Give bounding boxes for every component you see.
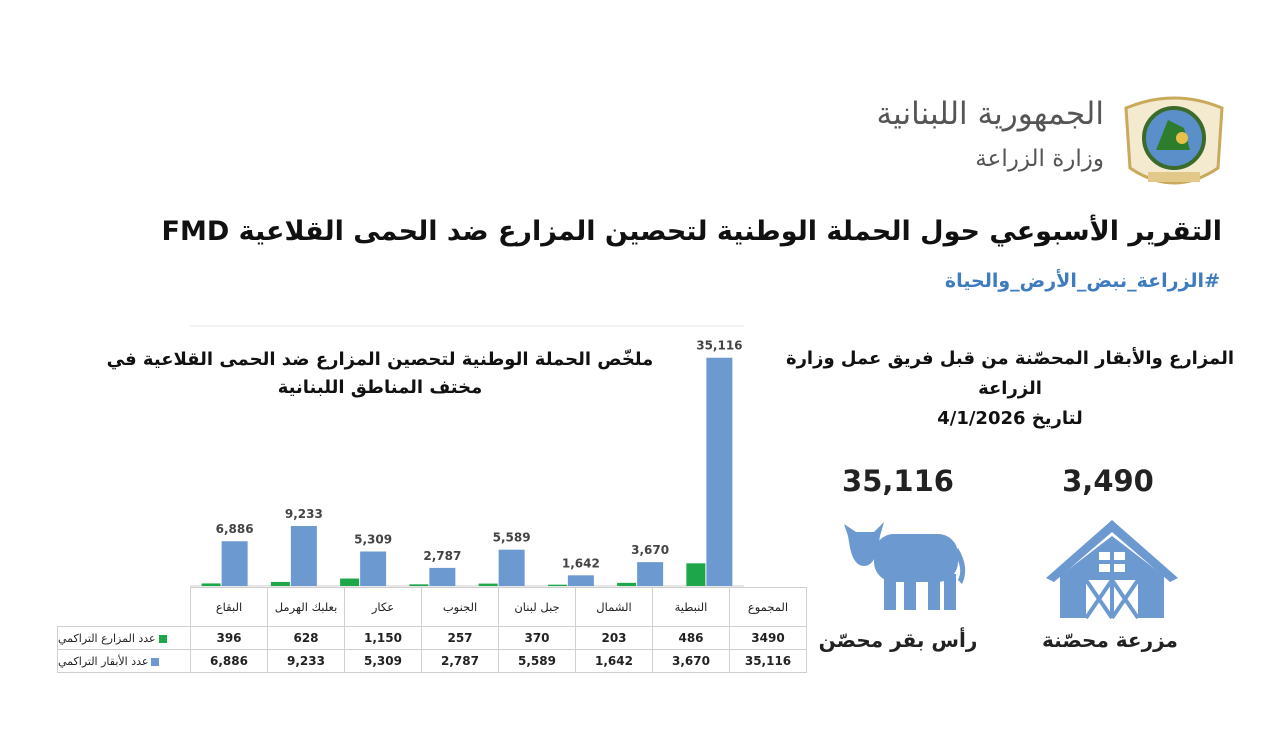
legend-swatch: [151, 657, 160, 666]
table-value: 5,589: [498, 649, 576, 673]
summary-heading-line: المزارع والأبقار المحصّنة من قبل فريق عم…: [785, 348, 1235, 399]
bar-chart: 6,886 9,233 5,309 2,787 5,589 1,642 3,670 35,11…: [190, 325, 744, 587]
table-value: 3490: [729, 626, 807, 650]
empty-cell: [58, 588, 191, 627]
summary-heading: المزارع والأبقار المحصّنة من قبل فريق عم…: [770, 344, 1250, 434]
bar: [290, 525, 317, 586]
table-value: 1,642: [575, 649, 653, 673]
table-value: 35,116: [729, 649, 807, 673]
data-label: 35,116: [696, 339, 742, 353]
kpi-label: مزرعة محصّنة: [1042, 628, 1178, 652]
bar: [360, 551, 387, 586]
barn-icon: [1046, 520, 1178, 620]
data-label: 5,309: [354, 532, 392, 546]
table-value: 203: [575, 626, 653, 650]
table-value: 486: [652, 626, 730, 650]
chart-title-line: مختف المناطق اللبنانية: [277, 377, 483, 398]
bar: [201, 583, 221, 586]
table-value: 396: [190, 626, 268, 650]
legend-entry: عدد الأبقار التراكمي: [57, 649, 191, 673]
table-value: 628: [267, 626, 345, 650]
table-value: 2,787: [421, 649, 499, 673]
kpi-value: 35,116: [842, 464, 954, 498]
category-label: عكار: [344, 587, 422, 627]
cow-icon: [844, 522, 966, 610]
logo: [1124, 96, 1224, 185]
country-name: الجمهورية اللبنانية: [876, 96, 1104, 132]
bar: [567, 575, 594, 586]
series-row: عدد المزارع التراكمي 396 628 1,150 257 370 203…: [57, 626, 807, 650]
table-value: 3,670: [652, 649, 730, 673]
bar: [637, 562, 664, 586]
data-label: 6,886: [216, 522, 254, 536]
hashtag: #الزراعة_نبض_الأرض_والحياة: [944, 270, 1220, 292]
category-label: الجنوب: [421, 587, 499, 627]
data-label: 3,670: [631, 543, 669, 557]
category-label: البقاع: [190, 587, 268, 627]
category-row: البقاع بعلبك الهرمل عكار الجنوب جبل لبنان الش…: [58, 587, 807, 627]
data-label: 9,233: [285, 507, 323, 521]
bar: [617, 582, 637, 586]
table-value: 6,886: [190, 649, 268, 673]
ministry-name: وزارة الزراعة: [975, 146, 1104, 172]
report-title: التقرير الأسبوعي حول الحملة الوطنية لتحص…: [161, 216, 1222, 247]
table-value: 9,233: [267, 649, 345, 673]
category-label: الشمال: [575, 587, 653, 627]
bar: [270, 581, 290, 586]
bar: [409, 584, 429, 586]
bar: [221, 541, 248, 586]
data-label: 5,589: [493, 531, 531, 545]
legend-label: عدد الأبقار التراكمي: [58, 654, 149, 668]
table-value: 370: [498, 626, 576, 650]
kpi-label: رأس بقر محصّن: [818, 628, 978, 652]
data-label: 2,787: [423, 549, 461, 563]
bar: [429, 567, 456, 586]
bar: [498, 549, 525, 586]
legend-entry: عدد المزارع التراكمي: [57, 626, 191, 650]
bar: [686, 563, 706, 586]
kpi-value: 3,490: [1062, 464, 1154, 498]
legend-label: عدد المزارع التراكمي: [58, 631, 156, 645]
category-label: النبطية: [652, 587, 730, 627]
bar: [547, 584, 567, 586]
table-value: 1,150: [344, 626, 422, 650]
data-table: البقاع بعلبك الهرمل عكار الجنوب جبل لبنان الش…: [57, 587, 807, 673]
data-label: 1,642: [562, 556, 600, 570]
category-label: بعلبك الهرمل: [267, 587, 345, 627]
legend-swatch: [158, 634, 167, 643]
chart-title-line: ملخّص الحملة الوطنية لتحصين المزارع ضد ا…: [106, 349, 654, 370]
category-label: المجموع: [729, 587, 807, 627]
bar: [478, 583, 498, 586]
bar: [706, 357, 733, 586]
table-value: 5,309: [344, 649, 422, 673]
series-row: عدد الأبقار التراكمي 6,886 9,233 5,309 2,787…: [57, 649, 807, 673]
category-label: جبل لبنان: [498, 587, 576, 627]
chart-title: ملخّص الحملة الوطنية لتحصين المزارع ضد ا…: [70, 346, 690, 402]
bar: [340, 578, 360, 586]
table-value: 257: [421, 626, 499, 650]
summary-heading-line: لتاريخ 4/1/2026: [937, 408, 1083, 429]
